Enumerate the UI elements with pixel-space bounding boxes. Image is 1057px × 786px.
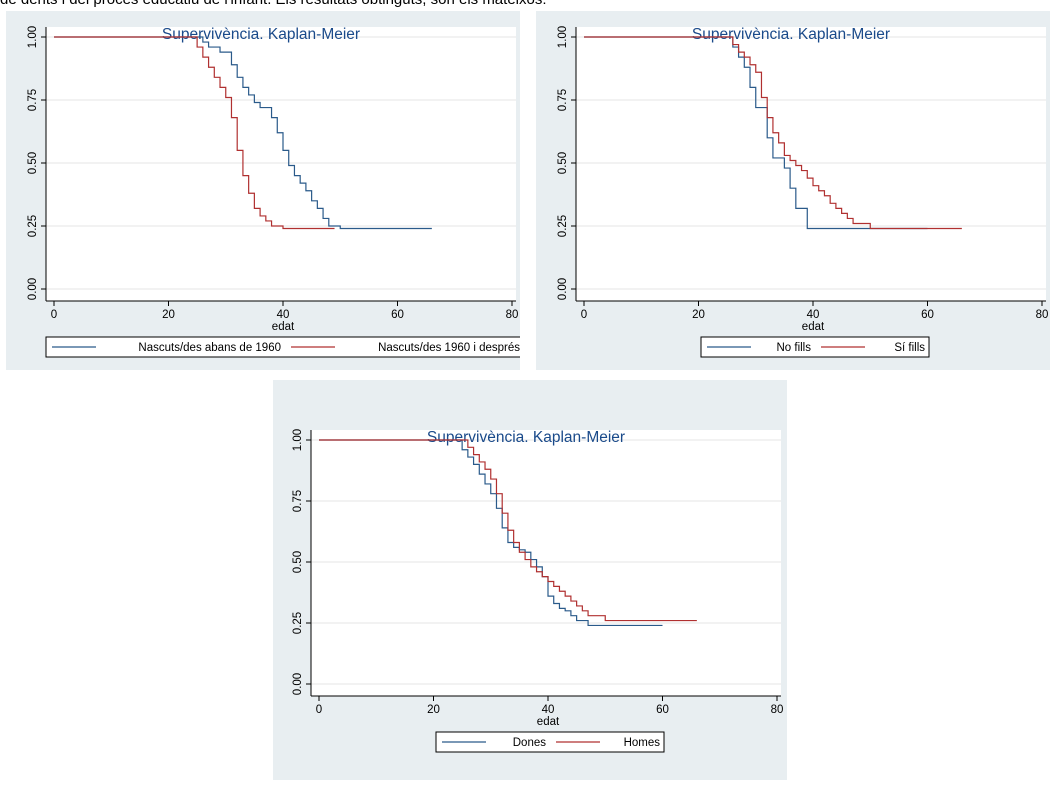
x-tick-label: 40 (542, 704, 555, 716)
x-tick-label: 40 (277, 309, 290, 321)
x-tick-label: 80 (506, 309, 519, 321)
y-tick-label: 0.50 (27, 152, 39, 174)
x-tick-label: 0 (581, 309, 587, 321)
y-tick-label: 0.75 (27, 89, 39, 111)
km-series-line-0 (584, 36, 928, 230)
chart-title: Supervivència. Kaplan-Meier (162, 26, 360, 43)
x-tick-label: 20 (162, 309, 175, 321)
km-series-line-0 (319, 439, 663, 627)
y-tick-label: 0.25 (292, 612, 304, 634)
y-tick-label: 0.75 (292, 490, 304, 512)
plot-area (46, 27, 516, 301)
chart-panel-cohort: 0.00 0.25 0.50 0.75 1.00 0 20 40 60 80 edat Supervi… (6, 11, 520, 370)
legend-label: Homes (624, 737, 661, 749)
km-series-line-1 (54, 36, 335, 230)
chart-title: Supervivència. Kaplan-Meier (692, 26, 890, 43)
km-chart-cohort: 0.00 0.25 0.50 0.75 1.00 0 20 40 60 80 edat Supervi… (27, 26, 520, 358)
header-text: de dents i del procés educatiu de l'infa… (0, 0, 1057, 8)
legend-box (700, 336, 930, 358)
y-tick-label: 1.00 (557, 26, 569, 48)
km-series-line-1 (584, 36, 962, 230)
y-tick-label: 0.75 (557, 89, 569, 111)
x-axis-title: edat (802, 321, 825, 333)
y-tick-label: 1.00 (292, 429, 304, 451)
y-tick-label: 0.50 (292, 551, 304, 573)
legend-box (45, 336, 520, 358)
chart-panel-sex: 0.00 0.25 0.50 0.75 1.00 0 20 40 60 80 edat Supervi… (273, 380, 787, 780)
x-tick-label: 40 (807, 309, 820, 321)
x-tick-label: 60 (921, 309, 934, 321)
legend-label: Sí fills (894, 342, 925, 354)
x-axis-title: edat (537, 716, 560, 728)
legend-label: Dones (513, 737, 546, 749)
chart-panel-children: 0.00 0.25 0.50 0.75 1.00 0 20 40 60 80 edat Supervi… (536, 11, 1050, 370)
y-tick-label: 0.25 (557, 215, 569, 237)
y-tick-label: 0.00 (292, 673, 304, 695)
km-series-line-1 (319, 439, 697, 622)
x-tick-label: 80 (1036, 309, 1049, 321)
km-series-line-0 (54, 36, 432, 230)
legend-label: No fills (776, 342, 811, 354)
plot-area (576, 27, 1046, 301)
y-tick-label: 0.00 (557, 278, 569, 300)
legend-label: Nascuts/des 1960 i després (378, 342, 520, 354)
y-tick-label: 0.50 (557, 152, 569, 174)
plot-area (311, 430, 781, 696)
y-tick-label: 1.00 (27, 26, 39, 48)
x-tick-label: 0 (316, 704, 322, 716)
x-tick-label: 60 (656, 704, 669, 716)
legend-label: Nascuts/des abans de 1960 (138, 342, 281, 354)
x-tick-label: 80 (771, 704, 784, 716)
x-tick-label: 20 (427, 704, 440, 716)
x-tick-label: 20 (692, 309, 705, 321)
km-chart-children: 0.00 0.25 0.50 0.75 1.00 0 20 40 60 80 edat Supervi… (557, 26, 1049, 358)
x-tick-label: 60 (391, 309, 404, 321)
legend-box (435, 731, 665, 753)
km-chart-sex: 0.00 0.25 0.50 0.75 1.00 0 20 40 60 80 edat Supervi… (292, 429, 784, 753)
x-axis-title: edat (272, 321, 295, 333)
chart-title: Supervivència. Kaplan-Meier (427, 429, 625, 446)
x-tick-label: 0 (51, 309, 57, 321)
y-tick-label: 0.25 (27, 215, 39, 237)
y-tick-label: 0.00 (27, 278, 39, 300)
